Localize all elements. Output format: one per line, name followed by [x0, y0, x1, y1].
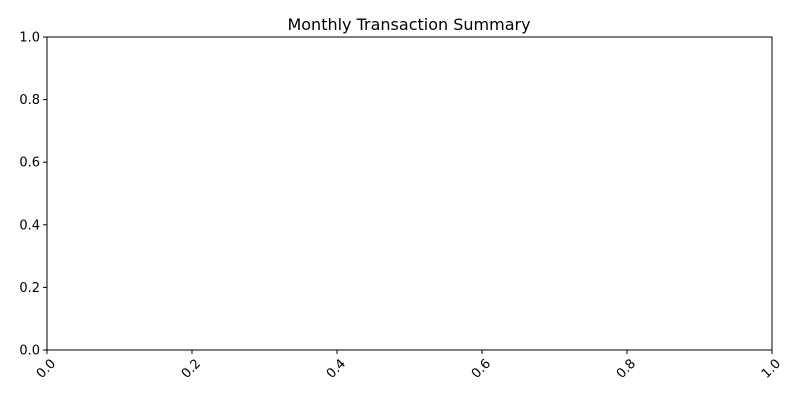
plot-area — [47, 37, 772, 350]
y-tick-label: 0.4 — [19, 218, 40, 233]
x-tick-label: 0.2 — [179, 356, 204, 381]
y-tick-label: 0.2 — [19, 281, 40, 296]
x-tick-label: 0.4 — [324, 356, 349, 381]
x-tick-label: 0.8 — [614, 356, 639, 381]
chart-title: Monthly Transaction Summary — [287, 15, 530, 34]
x-axis: 0.0 0.2 0.4 0.6 0.8 1.0 — [34, 350, 784, 382]
y-axis: 0.0 0.2 0.4 0.6 0.8 1.0 — [19, 31, 47, 359]
plot-frame — [46, 36, 773, 351]
y-tick-label: 0.6 — [19, 156, 40, 171]
y-tick-label: 1.0 — [19, 31, 40, 46]
x-tick-label: 0.6 — [469, 356, 494, 381]
y-tick-label: 0.8 — [19, 93, 40, 108]
y-tick-label: 0.0 — [19, 344, 40, 359]
x-tick-label: 0.0 — [34, 356, 59, 381]
x-tick-label: 1.0 — [759, 356, 784, 381]
